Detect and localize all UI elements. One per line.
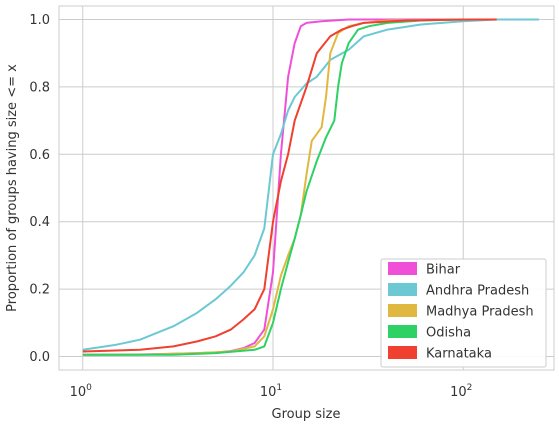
legend-label: Karnataka [426, 347, 492, 362]
x-axis-title: Group size [272, 407, 341, 422]
y-axis-title: Proportion of groups having size <= x [5, 64, 20, 312]
legend-label: Andhra Pradesh [426, 284, 529, 299]
series-line-karnataka [82, 18, 497, 353]
y-tick-labels: 0.0 0.2 0.4 0.6 0.8 1.0 [29, 13, 50, 365]
legend-swatch [388, 325, 417, 338]
y-tick-label: 0.0 [29, 350, 50, 365]
legend: Bihar Andhra Pradesh Madhya Pradesh Odisha K… [380, 258, 547, 368]
legend-swatch [388, 283, 417, 296]
legend-swatch [388, 262, 417, 275]
series-layer [82, 18, 539, 356]
series-line-andhra-pradesh [82, 18, 539, 351]
x-tick-label: 102 [450, 383, 472, 400]
series-line-odisha [82, 18, 497, 356]
legend-label: Bihar [426, 263, 461, 278]
x-tick-label: 101 [260, 383, 282, 400]
y-tick-label: 0.8 [29, 80, 50, 95]
legend-box [380, 258, 547, 368]
x-tick-labels: 100 101 102 [70, 383, 473, 400]
y-tick-label: 1.0 [29, 13, 50, 28]
legend-swatch [388, 346, 417, 359]
y-tick-label: 0.4 [29, 215, 50, 230]
legend-label: Madhya Pradesh [426, 305, 534, 320]
legend-swatch [388, 304, 417, 317]
x-tick-label: 100 [70, 383, 93, 400]
y-tick-label: 0.2 [29, 283, 50, 298]
legend-label: Odisha [426, 326, 471, 341]
y-tick-label: 0.6 [29, 148, 50, 163]
